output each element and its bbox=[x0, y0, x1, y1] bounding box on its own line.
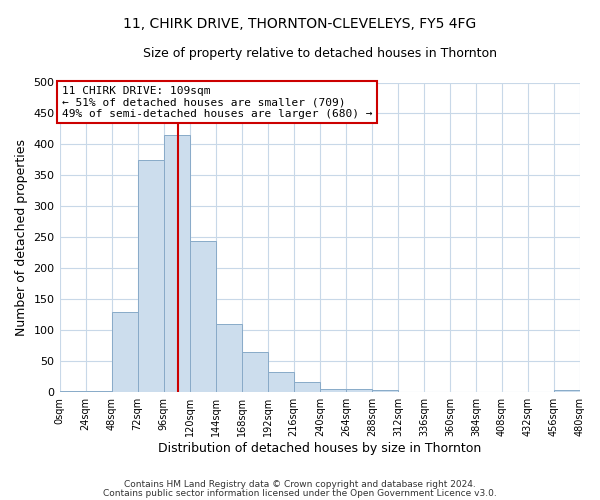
Bar bbox=[320, 389, 346, 392]
Bar bbox=[372, 390, 398, 392]
Bar bbox=[190, 240, 215, 392]
Text: 11, CHIRK DRIVE, THORNTON-CLEVELEYS, FY5 4FG: 11, CHIRK DRIVE, THORNTON-CLEVELEYS, FY5… bbox=[124, 18, 476, 32]
Bar bbox=[242, 352, 268, 393]
Text: 11 CHIRK DRIVE: 109sqm
← 51% of detached houses are smaller (709)
49% of semi-de: 11 CHIRK DRIVE: 109sqm ← 51% of detached… bbox=[62, 86, 372, 119]
X-axis label: Distribution of detached houses by size in Thornton: Distribution of detached houses by size … bbox=[158, 442, 481, 455]
Bar bbox=[215, 324, 242, 392]
Bar bbox=[86, 391, 112, 392]
Bar bbox=[554, 390, 580, 392]
Bar bbox=[268, 372, 294, 392]
Bar bbox=[112, 312, 137, 392]
Bar bbox=[164, 135, 190, 392]
Bar bbox=[137, 160, 164, 392]
Text: Contains public sector information licensed under the Open Government Licence v3: Contains public sector information licen… bbox=[103, 488, 497, 498]
Bar bbox=[346, 389, 372, 392]
Text: Contains HM Land Registry data © Crown copyright and database right 2024.: Contains HM Land Registry data © Crown c… bbox=[124, 480, 476, 489]
Bar bbox=[294, 382, 320, 392]
Bar bbox=[59, 391, 86, 392]
Y-axis label: Number of detached properties: Number of detached properties bbox=[15, 139, 28, 336]
Title: Size of property relative to detached houses in Thornton: Size of property relative to detached ho… bbox=[143, 48, 497, 60]
